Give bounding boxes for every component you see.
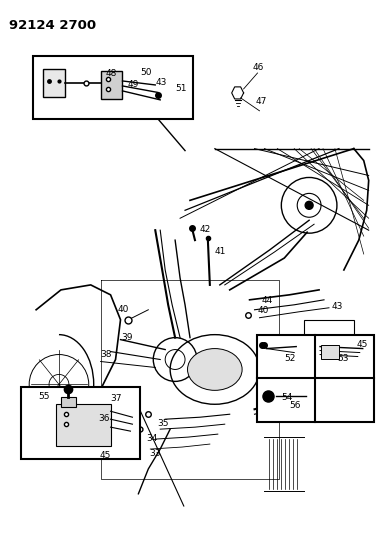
Bar	[21, 387, 140, 459]
Text: 49: 49	[128, 80, 139, 89]
Bar	[61, 397, 76, 407]
Text: 35: 35	[157, 419, 169, 428]
Text: 38: 38	[101, 350, 112, 359]
Ellipse shape	[187, 349, 242, 390]
Text: 34: 34	[146, 434, 158, 443]
Text: 43: 43	[332, 302, 343, 311]
Ellipse shape	[170, 335, 259, 404]
Text: 92124 2700: 92124 2700	[9, 19, 96, 33]
Text: 54: 54	[281, 393, 293, 402]
Text: 40: 40	[117, 305, 129, 314]
Text: 37: 37	[110, 394, 122, 403]
Bar	[256, 335, 374, 422]
Text: 51: 51	[175, 84, 187, 93]
Text: 42: 42	[200, 225, 211, 234]
Text: 44: 44	[261, 296, 273, 305]
Text: 33: 33	[149, 449, 161, 458]
Bar	[321, 345, 339, 359]
Text: 45: 45	[100, 451, 111, 460]
Bar	[33, 56, 193, 119]
Text: 52: 52	[284, 353, 296, 362]
Text: 41: 41	[215, 247, 226, 256]
Text: 43: 43	[155, 78, 166, 87]
Bar	[101, 71, 123, 99]
Text: 45: 45	[357, 340, 368, 349]
Bar	[56, 404, 110, 446]
Text: 56: 56	[289, 401, 301, 410]
Text: 47: 47	[256, 97, 267, 106]
Text: 48: 48	[106, 69, 117, 78]
Text: 36: 36	[99, 414, 110, 423]
FancyBboxPatch shape	[43, 69, 65, 97]
Bar	[304, 320, 354, 360]
Circle shape	[305, 201, 313, 209]
Text: 46: 46	[253, 63, 264, 72]
Text: 40: 40	[258, 306, 269, 315]
Text: 53: 53	[337, 353, 349, 362]
Text: 55: 55	[38, 392, 50, 401]
Text: 50: 50	[140, 68, 152, 77]
Text: 39: 39	[122, 333, 133, 342]
